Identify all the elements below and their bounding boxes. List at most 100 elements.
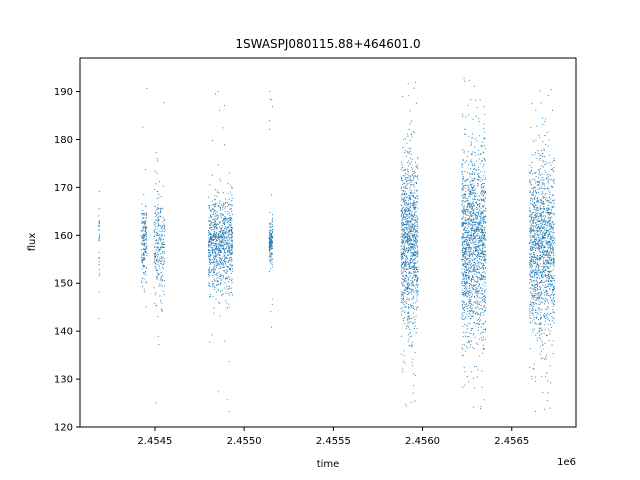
data-point [549, 193, 551, 195]
data-point [143, 257, 145, 259]
data-point [143, 236, 145, 238]
data-point [546, 210, 548, 212]
data-point [462, 386, 464, 388]
data-point [536, 276, 538, 278]
data-point [410, 262, 412, 264]
data-point [144, 230, 147, 232]
data-point [413, 312, 415, 314]
data-point [484, 221, 486, 223]
data-point [417, 284, 419, 286]
data-point [405, 263, 407, 265]
data-point [416, 277, 418, 279]
data-point [469, 255, 471, 257]
data-point [417, 266, 419, 268]
data-point [161, 259, 163, 261]
data-segment [461, 77, 487, 410]
data-point [470, 327, 472, 329]
data-point [411, 318, 413, 320]
data-point [466, 274, 468, 276]
data-point [468, 341, 471, 343]
data-point [551, 200, 554, 202]
data-point [155, 239, 157, 241]
data-point [410, 120, 412, 122]
data-point [415, 230, 417, 232]
data-point [214, 287, 216, 289]
data-point [230, 216, 232, 218]
data-point [210, 238, 212, 241]
data-point [219, 221, 221, 223]
data-point [410, 290, 413, 292]
data-point [543, 317, 545, 319]
data-point [473, 296, 475, 298]
data-point [541, 255, 544, 257]
data-point [208, 205, 211, 207]
data-point [535, 176, 537, 178]
data-point [207, 249, 210, 251]
data-point [408, 249, 410, 251]
data-point [463, 222, 466, 225]
data-point [471, 227, 473, 229]
data-point [209, 237, 211, 239]
data-point [157, 211, 159, 214]
data-point [483, 163, 485, 165]
data-point [474, 262, 476, 264]
data-point [158, 273, 160, 276]
data-point [477, 322, 479, 324]
data-point [208, 251, 210, 253]
data-point [414, 266, 416, 268]
data-point [409, 229, 411, 231]
data-point [215, 215, 217, 217]
data-point [226, 257, 228, 259]
data-point [231, 251, 234, 253]
data-point [222, 223, 224, 225]
data-point [146, 245, 148, 248]
data-point [483, 131, 485, 133]
data-point [214, 268, 216, 270]
data-point [156, 259, 158, 261]
data-point [463, 309, 465, 311]
data-point [155, 151, 157, 154]
data-point [414, 192, 416, 194]
data-point [475, 286, 477, 288]
data-point [217, 164, 219, 166]
data-point [141, 248, 143, 250]
data-point [484, 238, 486, 240]
data-point [546, 294, 548, 297]
data-point [221, 290, 223, 292]
data-point [408, 162, 411, 164]
data-point [480, 226, 482, 228]
data-point [533, 303, 535, 305]
data-point [553, 296, 555, 298]
data-point [532, 247, 534, 249]
data-point [474, 229, 476, 231]
data-point [475, 169, 478, 171]
data-point [469, 206, 471, 208]
data-point [212, 222, 214, 224]
data-point [534, 286, 536, 289]
data-point [482, 295, 484, 297]
data-point [154, 240, 156, 242]
data-point [462, 259, 464, 261]
data-point [156, 173, 158, 175]
data-point [479, 255, 481, 257]
data-point [401, 266, 403, 268]
data-point [463, 290, 465, 292]
data-point [538, 300, 540, 302]
data-point [480, 304, 482, 307]
data-point [465, 253, 467, 255]
data-point [162, 243, 164, 245]
data-point [212, 259, 214, 261]
data-point [230, 240, 232, 242]
data-point [216, 217, 218, 219]
data-point [155, 263, 157, 265]
data-point [225, 202, 227, 204]
data-point [229, 258, 231, 260]
data-point [407, 152, 409, 154]
data-point [471, 286, 473, 288]
data-point [408, 210, 410, 212]
data-point [475, 300, 477, 302]
data-point [413, 262, 415, 264]
data-point [402, 252, 404, 254]
data-point [474, 269, 476, 271]
data-point [473, 198, 475, 200]
